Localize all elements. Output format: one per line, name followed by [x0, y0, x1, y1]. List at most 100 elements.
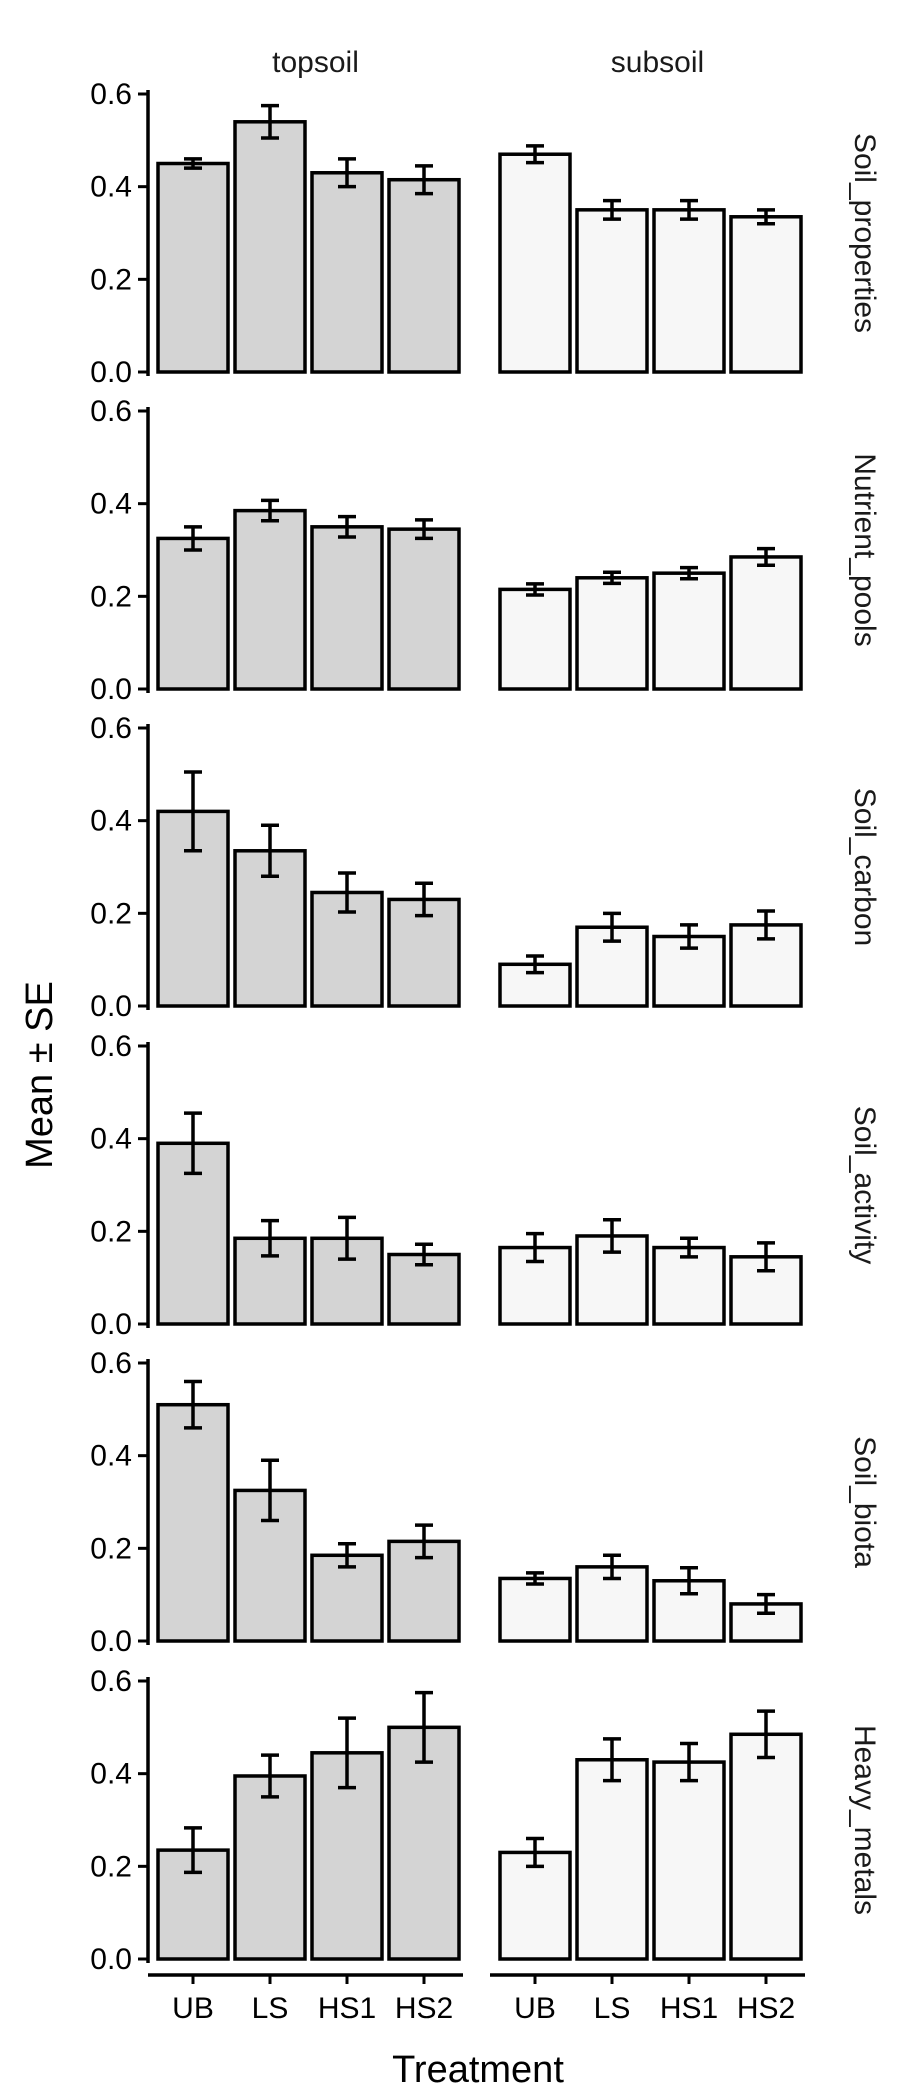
error-bar-hs2 — [757, 1709, 775, 1760]
panel-Nutrient_pools-subsoil — [498, 546, 803, 691]
bar-hs2 — [387, 177, 461, 374]
panel-Soil_properties-topsoil — [156, 103, 461, 374]
x-tick-label-hs1: HS1 — [318, 1992, 376, 2025]
y-tick-label: 0.6 — [90, 78, 132, 111]
error-bar-hs1 — [680, 1741, 698, 1783]
error-bar-ls — [261, 1218, 279, 1258]
y-tick-label: 0.2 — [90, 1532, 132, 1565]
error-bar-ls — [261, 103, 279, 140]
error-bar-ls — [261, 823, 279, 879]
y-tick-label: 0.2 — [90, 1850, 132, 1883]
bar-ub — [498, 587, 572, 691]
error-bar-hs1 — [680, 923, 698, 950]
y-tick-label: 0.2 — [90, 580, 132, 613]
facet-row-Nutrient_pools: 0.0 0.2 0.4 0.6 Nutrient_pools — [90, 395, 881, 706]
error-bar-hs1 — [338, 1716, 356, 1790]
error-bar-hs1 — [338, 514, 356, 539]
row-label-Soil_activity: Soil_activity — [848, 1106, 881, 1264]
bar-ls — [233, 120, 307, 374]
x-axis-title: Treatment — [392, 2049, 564, 2091]
error-bar-ub — [184, 157, 202, 170]
error-bar-hs2 — [757, 909, 775, 941]
error-bar-ls — [603, 1737, 621, 1783]
error-bar-ub — [526, 1836, 544, 1869]
row-label-Heavy_metals: Heavy_metals — [848, 1725, 881, 1915]
y-tick-label: 0.2 — [90, 897, 132, 930]
error-bar-hs2 — [415, 1242, 433, 1267]
plot-area: topsoil subsoil 0.0 0.2 0.4 0.6 Soil_propertie… — [90, 46, 881, 2025]
x-tick-label-ls: LS — [594, 1992, 631, 2025]
row-label-Nutrient_pools: Nutrient_pools — [848, 453, 881, 646]
bar-hs2 — [729, 555, 803, 691]
error-bar-ub — [184, 1111, 202, 1176]
bar-ls — [233, 1774, 307, 1961]
bar-hs1 — [310, 171, 384, 374]
error-bar-ub — [526, 144, 544, 165]
column-label-topsoil: topsoil — [272, 46, 359, 79]
error-bar-hs1 — [680, 565, 698, 581]
error-bar-hs1 — [338, 1541, 356, 1569]
error-bar-hs2 — [757, 546, 775, 568]
panel-Soil_activity-subsoil — [498, 1218, 803, 1326]
y-tick-label: 0.4 — [90, 1440, 132, 1473]
y-tick-label: 0.6 — [90, 1665, 132, 1698]
y-tick-label: 0.6 — [90, 1030, 132, 1063]
error-bar-hs2 — [415, 164, 433, 196]
error-bar-hs2 — [415, 881, 433, 918]
x-tick-label-ub: UB — [514, 1992, 556, 2025]
x-tick-label-ub: UB — [172, 1992, 214, 2025]
y-tick-label: 0.0 — [90, 1308, 132, 1341]
panel-Soil_properties-subsoil — [498, 144, 803, 374]
error-bar-ls — [603, 198, 621, 221]
error-bar-hs1 — [680, 198, 698, 221]
bar-ub — [498, 1576, 572, 1643]
error-bar-ub — [184, 1379, 202, 1430]
panel-Heavy_metals-subsoil — [498, 1709, 803, 1961]
panel-Soil_carbon-topsoil — [156, 770, 461, 1008]
bar-hs2 — [729, 1732, 803, 1961]
bar-hs1 — [310, 1553, 384, 1643]
bar-ls — [233, 508, 307, 691]
error-bar-ub — [526, 1571, 544, 1586]
x-tick-label-hs2: HS2 — [737, 1992, 795, 2025]
panel-Soil_activity-topsoil — [156, 1111, 461, 1326]
error-bar-ls — [261, 1458, 279, 1523]
bar-hs1 — [652, 208, 726, 374]
bar-ub — [498, 1850, 572, 1961]
y-tick-label: 0.4 — [90, 1123, 132, 1156]
error-bar-ub — [526, 1231, 544, 1264]
x-tick-label-hs2: HS2 — [395, 1992, 453, 2025]
bar-hs2 — [387, 527, 461, 691]
error-bar-ls — [261, 1753, 279, 1799]
facet-row-Heavy_metals: 0.0 0.2 0.4 0.6 Heavy_metals — [90, 1665, 881, 1976]
panel-Soil_biota-subsoil — [498, 1553, 803, 1643]
error-bar-hs2 — [757, 208, 775, 226]
y-tick-label: 0.2 — [90, 263, 132, 296]
error-bar-hs2 — [757, 1241, 775, 1273]
facet-row-Soil_properties: 0.0 0.2 0.4 0.6 Soil_properties — [90, 78, 881, 389]
error-bar-hs2 — [415, 1690, 433, 1764]
x-axis-topsoil: UB LS HS1 HS2 — [148, 1973, 463, 2025]
error-bar-hs2 — [415, 1523, 433, 1560]
y-tick-label: 0.0 — [90, 1943, 132, 1976]
error-bar-ls — [603, 911, 621, 943]
y-tick-label: 0.2 — [90, 1215, 132, 1248]
bar-ub — [156, 1402, 230, 1643]
error-bar-ls — [603, 1218, 621, 1254]
error-bar-ub — [526, 582, 544, 597]
error-bar-hs1 — [338, 871, 356, 914]
bar-ub — [498, 152, 572, 374]
error-bar-ls — [603, 1553, 621, 1581]
y-tick-label: 0.6 — [90, 395, 132, 428]
error-bar-ls — [603, 570, 621, 586]
error-bar-hs1 — [680, 1236, 698, 1259]
facet-row-Soil_carbon: 0.0 0.2 0.4 0.6 Soil_carbon — [90, 712, 881, 1023]
error-bar-ub — [526, 954, 544, 975]
error-bar-hs2 — [415, 518, 433, 541]
bar-hs1 — [310, 525, 384, 691]
row-label-Soil_biota: Soil_biota — [848, 1436, 881, 1568]
error-bar-hs1 — [338, 1215, 356, 1261]
y-tick-label: 0.0 — [90, 673, 132, 706]
error-bar-ls — [261, 498, 279, 523]
y-tick-label: 0.4 — [90, 488, 132, 521]
